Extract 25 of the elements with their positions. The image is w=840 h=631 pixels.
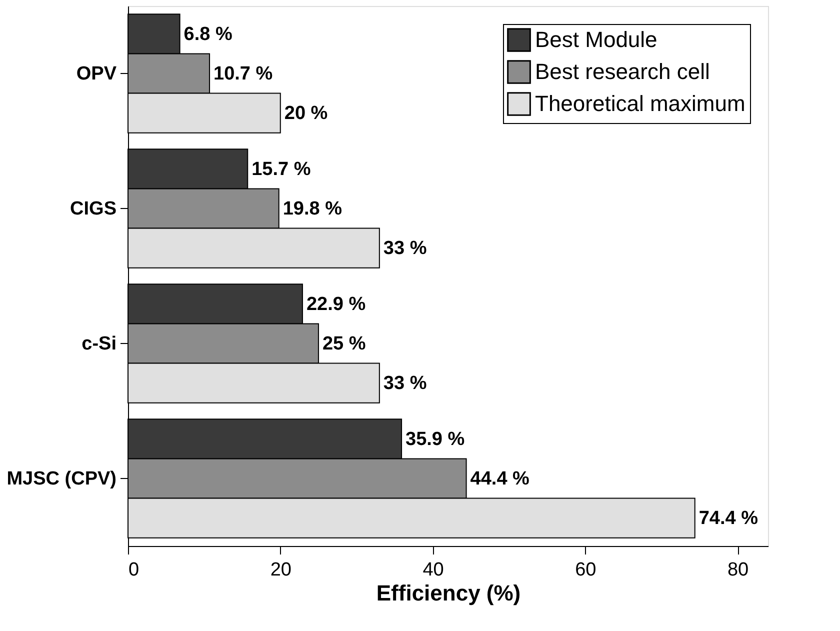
- data-label: 22.9 %: [306, 294, 366, 315]
- data-label: 20 %: [284, 103, 328, 124]
- legend-label: Best research cell: [535, 59, 710, 84]
- data-label: 33 %: [383, 238, 427, 260]
- data-label: 44.4 %: [470, 468, 530, 490]
- x-tick-label: 60: [575, 560, 596, 580]
- data-label: 35.9 %: [406, 428, 465, 450]
- x-tick-label: 0: [128, 560, 140, 580]
- data-label: 33 %: [383, 373, 427, 394]
- legend-label: Theoretical maximum: [535, 91, 746, 116]
- legend-label: Best Module: [535, 27, 658, 52]
- x-tick-label: 80: [727, 560, 749, 580]
- x-axis-title: Efficiency (%): [376, 580, 521, 606]
- y-tick-label: OPV: [76, 64, 117, 84]
- x-tick-label: 20: [270, 560, 292, 580]
- data-label: 19.8 %: [282, 198, 342, 220]
- x-tick-label: 40: [422, 560, 444, 580]
- data-label: 25 %: [322, 334, 366, 354]
- data-label: 74.4 %: [698, 508, 758, 530]
- data-label: 15.7 %: [252, 158, 311, 180]
- y-tick-label: c-Si: [82, 334, 116, 354]
- data-label: 10.7 %: [214, 64, 273, 84]
- y-tick-label: CIGS: [70, 198, 116, 220]
- data-label: 6.8 %: [184, 24, 232, 45]
- y-tick-label: MJSC (CPV): [6, 468, 116, 490]
